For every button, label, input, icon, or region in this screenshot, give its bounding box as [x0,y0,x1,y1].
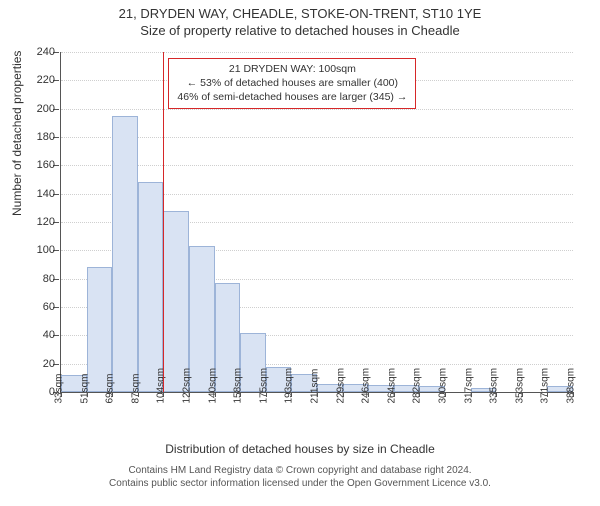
x-tick [317,392,318,397]
x-tick [112,392,113,397]
x-tick [87,392,88,397]
x-tick [496,392,497,397]
histogram-bar [138,182,164,392]
x-tick [215,392,216,397]
y-tick-label: 220 [25,74,55,86]
x-tick [547,392,548,397]
marker-line [163,52,164,392]
x-tick [343,392,344,397]
y-tick-label: 60 [25,301,55,313]
histogram-bar [163,211,189,392]
footer-line-1: Contains HM Land Registry data © Crown c… [0,464,600,477]
chart-area: 02040608010012014016018020022024033sqm51… [60,52,572,392]
y-tick-label: 160 [25,159,55,171]
x-tick [266,392,267,397]
x-tick [138,392,139,397]
y-tick-label: 20 [25,358,55,370]
y-axis-title: Number of detached properties [10,51,24,216]
info-line-1: 21 DRYDEN WAY: 100sqm [177,62,407,76]
x-tick [368,392,369,397]
y-tick-label: 100 [25,244,55,256]
x-tick [291,392,292,397]
x-tick [163,392,164,397]
grid-line [61,137,573,138]
grid-line [61,52,573,53]
chart-title-main: 21, DRYDEN WAY, CHEADLE, STOKE-ON-TRENT,… [0,6,600,21]
histogram-bar [112,116,138,392]
grid-line [61,109,573,110]
x-tick [189,392,190,397]
chart-title-sub: Size of property relative to detached ho… [0,23,600,38]
grid-line [61,165,573,166]
y-tick-label: 200 [25,103,55,115]
y-tick-label: 140 [25,188,55,200]
info-box: 21 DRYDEN WAY: 100sqm ← 53% of detached … [168,58,416,109]
info-line-3: 46% of semi-detached houses are larger (… [177,90,407,104]
x-tick [573,392,574,397]
x-tick [522,392,523,397]
y-tick-label: 240 [25,46,55,58]
info-line-2: ← 53% of detached houses are smaller (40… [177,76,407,90]
y-tick-label: 80 [25,273,55,285]
x-axis-title: Distribution of detached houses by size … [0,442,600,456]
x-tick [419,392,420,397]
x-tick [240,392,241,397]
y-tick-label: 40 [25,329,55,341]
y-tick-label: 120 [25,216,55,228]
x-tick [445,392,446,397]
x-tick [394,392,395,397]
x-tick [471,392,472,397]
x-tick [61,392,62,397]
y-tick-label: 0 [25,386,55,398]
footer: Contains HM Land Registry data © Crown c… [0,464,600,490]
y-tick-label: 180 [25,131,55,143]
footer-line-2: Contains public sector information licen… [0,477,600,490]
